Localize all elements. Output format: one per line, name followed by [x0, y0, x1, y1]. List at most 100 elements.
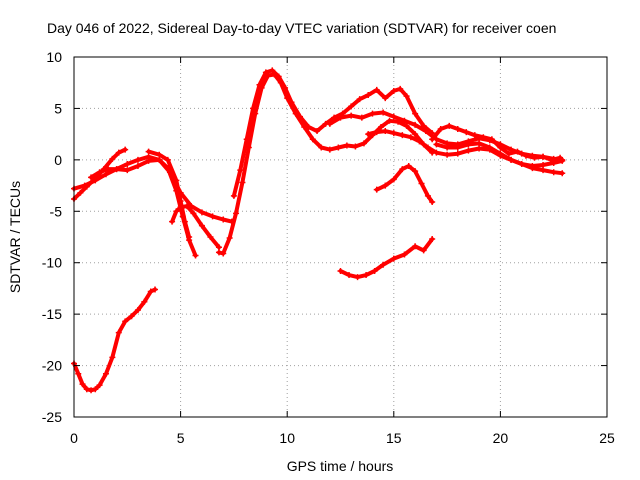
y-axis-label: SDTVAR / TECUs — [7, 181, 23, 293]
data-point — [358, 114, 365, 121]
data-point — [337, 267, 344, 274]
data-point — [134, 163, 141, 170]
data-point — [540, 162, 547, 168]
data-point — [115, 329, 122, 336]
data-point — [540, 167, 547, 174]
y-tick-label: -10 — [42, 255, 62, 271]
data-point — [380, 261, 387, 268]
data-point — [380, 109, 387, 116]
data-point — [420, 247, 427, 254]
data-point — [365, 131, 372, 138]
data-point — [346, 272, 353, 279]
data-point — [378, 123, 385, 130]
x-axis-label: GPS time / hours — [287, 458, 394, 474]
data-point — [198, 209, 205, 216]
data-point — [399, 132, 406, 139]
data-point — [424, 144, 431, 151]
data-point — [220, 250, 227, 257]
x-tick-label: 25 — [599, 430, 615, 446]
data-point — [309, 136, 316, 143]
plot-frame — [73, 56, 608, 418]
data-point — [382, 95, 389, 102]
data-point — [454, 150, 461, 157]
data-point — [444, 144, 451, 151]
data-point — [508, 156, 515, 163]
data-point — [147, 288, 154, 295]
data-point — [360, 140, 367, 147]
y-tick-label: 0 — [54, 152, 62, 168]
data-point — [390, 113, 397, 120]
data-point — [186, 234, 193, 240]
data-point — [412, 110, 419, 117]
data-point — [314, 128, 321, 135]
data-point — [488, 136, 495, 143]
data-point — [433, 141, 440, 148]
data-point — [390, 87, 397, 94]
data-point — [156, 151, 163, 158]
data-point — [145, 148, 152, 155]
data-point — [363, 272, 370, 279]
data-point — [326, 146, 333, 153]
plot-area — [71, 67, 566, 394]
data-point — [343, 142, 350, 149]
data-point — [177, 204, 184, 211]
data-point — [250, 105, 257, 112]
data-point — [429, 199, 436, 206]
data-point — [173, 208, 180, 215]
data-point — [476, 140, 483, 147]
data-point — [399, 166, 406, 173]
data-point — [429, 236, 436, 243]
y-tick-label: 5 — [54, 100, 62, 116]
chart-title: Day 046 of 2022, Sidereal Day-to-day VTE… — [47, 20, 556, 36]
data-point — [550, 159, 557, 166]
data-point — [92, 177, 99, 184]
data-point — [412, 243, 419, 250]
data-point — [418, 180, 425, 187]
data-point — [514, 148, 521, 155]
data-point — [207, 234, 214, 240]
data-point — [529, 163, 536, 170]
data-point — [354, 274, 361, 281]
data-point — [424, 192, 431, 199]
data-point — [256, 81, 263, 88]
data-point — [465, 147, 472, 154]
data-point — [237, 167, 244, 174]
data-point — [79, 381, 86, 388]
data-point — [416, 138, 423, 145]
data-point — [83, 386, 90, 393]
data-point — [269, 67, 276, 74]
data-point — [177, 198, 184, 204]
series-track-1 — [71, 286, 159, 394]
data-point — [407, 134, 414, 141]
data-point — [81, 182, 88, 189]
data-point — [465, 141, 472, 148]
data-point — [152, 286, 159, 293]
data-point — [522, 152, 529, 159]
data-point — [497, 144, 504, 151]
data-point — [226, 235, 233, 242]
data-point — [446, 122, 453, 129]
data-point — [373, 186, 380, 193]
data-point — [109, 155, 116, 162]
data-point — [348, 112, 355, 119]
data-point — [480, 134, 487, 141]
data-point — [437, 126, 444, 132]
data-point — [239, 179, 246, 186]
data-point — [335, 144, 342, 151]
data-point — [373, 129, 380, 136]
data-point — [173, 177, 180, 184]
data-point — [326, 120, 333, 127]
data-point — [371, 267, 378, 274]
data-point — [405, 163, 412, 170]
data-point — [105, 166, 112, 173]
series-trace — [72, 154, 234, 224]
data-point — [486, 144, 493, 151]
series-track-13 — [373, 163, 436, 206]
data-point — [262, 69, 269, 76]
data-point — [215, 249, 222, 256]
data-point — [134, 156, 141, 163]
data-point — [373, 86, 380, 93]
data-point — [181, 218, 188, 225]
data-point — [412, 121, 419, 128]
